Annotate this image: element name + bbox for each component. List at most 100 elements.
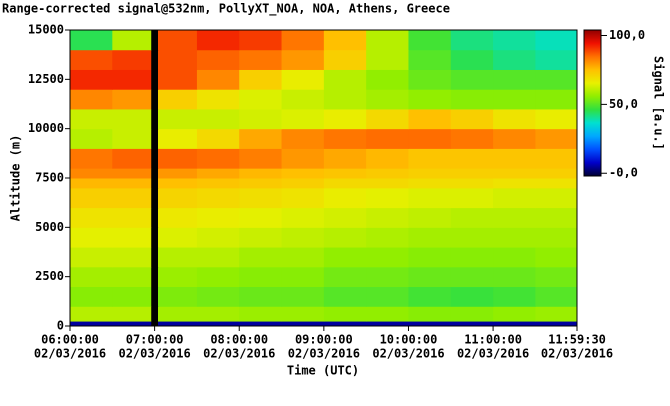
colorbar-tick-label: 50,0	[609, 97, 638, 111]
heatmap-cell	[281, 49, 325, 70]
heatmap-cell	[493, 128, 536, 149]
x-tick-label: 10:00:00	[380, 333, 438, 347]
data-gap	[151, 69, 159, 90]
heatmap-cell	[281, 30, 325, 51]
heatmap-cell	[70, 286, 113, 307]
heatmap-cell	[239, 168, 283, 179]
colorbar-fill	[583, 29, 602, 177]
heatmap-cell	[408, 178, 452, 189]
heatmap-cell	[366, 168, 409, 179]
heatmap-cell	[450, 321, 494, 327]
heatmap-cell	[408, 321, 452, 327]
data-gap	[151, 247, 159, 268]
heatmap-cell	[70, 128, 113, 149]
heatmap-cell	[450, 49, 494, 70]
heatmap-cell	[323, 108, 367, 130]
heatmap-cell	[535, 108, 578, 130]
heatmap-cell	[408, 266, 452, 288]
x-tick-date: 02/03/2016	[118, 347, 190, 361]
heatmap-cell	[239, 266, 283, 288]
heatmap-cell	[366, 89, 409, 110]
heatmap-cell	[112, 306, 152, 322]
heatmap-cell	[408, 148, 452, 169]
heatmap-cell	[535, 321, 578, 327]
heatmap-cell	[535, 247, 578, 268]
y-tick-label: 5000	[35, 220, 64, 234]
heatmap-cell	[493, 69, 536, 90]
heatmap-cell	[493, 108, 536, 130]
data-gap	[151, 89, 159, 110]
heatmap-cell	[112, 178, 152, 189]
heatmap-cell	[535, 178, 578, 189]
heatmap-cell	[158, 207, 198, 228]
heatmap-cell	[450, 168, 494, 179]
heatmap-cell	[493, 187, 536, 209]
heatmap-cell	[493, 247, 536, 268]
x-tick-date: 02/03/2016	[288, 347, 360, 361]
heatmap-cell	[196, 49, 240, 70]
heatmap-cell	[450, 266, 494, 288]
heatmap-cell	[450, 207, 494, 228]
data-gap	[151, 108, 159, 130]
heatmap-cell	[70, 30, 113, 51]
heatmap-cell	[70, 148, 113, 169]
heatmap-cell	[535, 187, 578, 209]
heatmap-cell	[323, 266, 367, 288]
heatmap-cell	[112, 321, 152, 327]
heatmap-cell	[70, 168, 113, 179]
heatmap-cell	[281, 69, 325, 90]
heatmap-cell	[70, 321, 113, 327]
heatmap-cell	[158, 89, 198, 110]
heatmap-cell	[112, 148, 152, 169]
colorbar-label: Signal [a.u.]	[652, 56, 666, 150]
heatmap-cell	[112, 108, 152, 130]
heatmap-cell	[408, 227, 452, 248]
heatmap-cell	[158, 247, 198, 268]
heatmap-cell	[239, 89, 283, 110]
heatmap-cell	[323, 207, 367, 228]
heatmap-cell	[196, 207, 240, 228]
data-gap	[151, 148, 159, 169]
heatmap-cell	[366, 69, 409, 90]
heatmap-cell	[196, 69, 240, 90]
heatmap-cell	[450, 108, 494, 130]
heatmap-cell	[366, 321, 409, 327]
heatmap-cell	[323, 128, 367, 149]
heatmap-cell	[366, 49, 409, 70]
x-tick-label: 07:00:00	[126, 333, 184, 347]
heatmap-cell	[112, 247, 152, 268]
data-gap	[151, 266, 159, 288]
heatmap-cell	[535, 286, 578, 307]
heatmap-cell	[112, 89, 152, 110]
heatmap-cell	[196, 128, 240, 149]
heatmap-cell	[408, 286, 452, 307]
heatmap-cell	[408, 168, 452, 179]
heatmap-cell	[408, 247, 452, 268]
heatmap-cell	[196, 89, 240, 110]
heatmap-cell	[158, 49, 198, 70]
y-tick-label: 12500	[28, 72, 64, 86]
heatmap-cell	[239, 286, 283, 307]
heatmap-cell	[450, 306, 494, 322]
heatmap-cell	[112, 266, 152, 288]
x-tick-label: 09:00:00	[295, 333, 353, 347]
heatmap-cell	[239, 306, 283, 322]
heatmap-cell	[239, 69, 283, 90]
heatmap-cell	[112, 286, 152, 307]
heatmap-cell	[158, 187, 198, 209]
x-tick-date: 02/03/2016	[372, 347, 444, 361]
heatmap-cell	[493, 266, 536, 288]
heatmap-cell	[239, 247, 283, 268]
heatmap-cell	[158, 69, 198, 90]
heatmap-cell	[196, 168, 240, 179]
heatmap-cell	[323, 30, 367, 51]
heatmap-cell	[323, 187, 367, 209]
axes: 025005000750010000125001500006:00:0002/0…	[28, 23, 613, 361]
heatmap-cell	[239, 108, 283, 130]
heatmap-cell	[366, 30, 409, 51]
heatmap-cell	[70, 227, 113, 248]
heatmap-cell	[535, 266, 578, 288]
heatmap-cell	[70, 266, 113, 288]
data-gap	[151, 30, 159, 51]
heatmap-cell	[158, 148, 198, 169]
